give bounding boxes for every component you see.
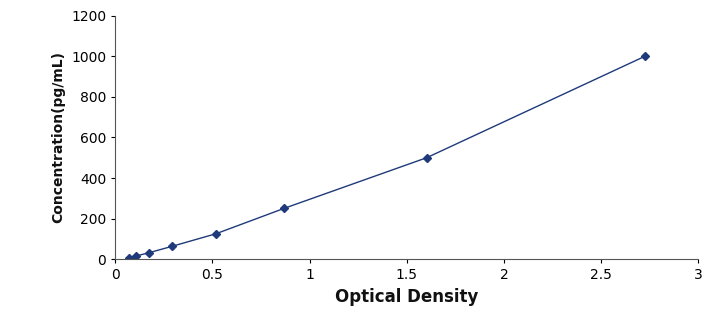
Y-axis label: Concentration(pg/mL): Concentration(pg/mL) xyxy=(52,52,66,223)
X-axis label: Optical Density: Optical Density xyxy=(335,288,479,306)
